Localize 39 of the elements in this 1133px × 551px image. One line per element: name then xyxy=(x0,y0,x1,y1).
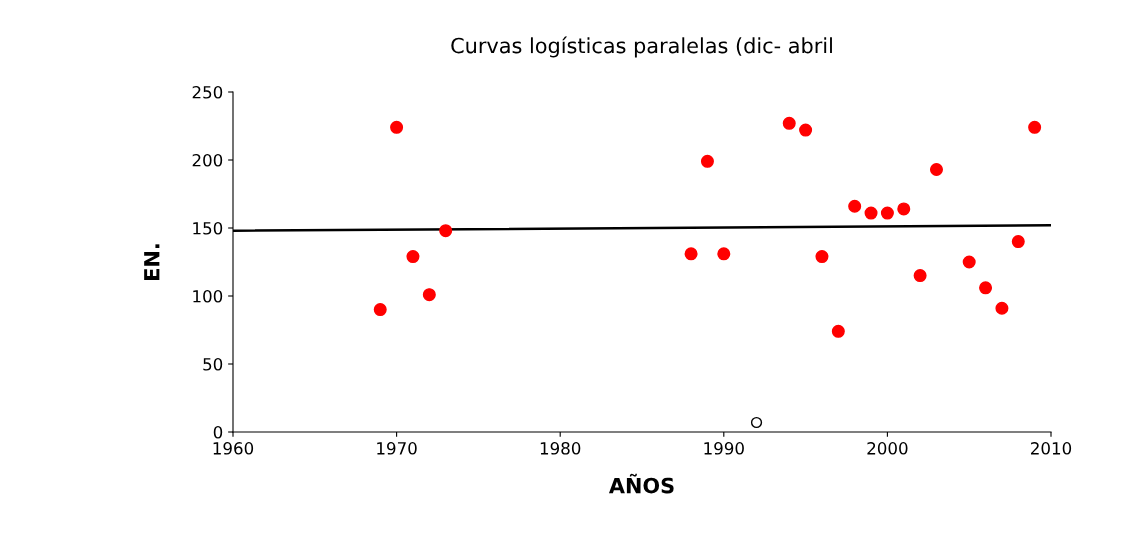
point xyxy=(864,206,878,220)
point xyxy=(995,301,1009,315)
point xyxy=(979,281,993,295)
point xyxy=(848,199,862,213)
y-tick-label: 50 xyxy=(203,357,223,371)
point xyxy=(700,154,714,168)
point xyxy=(913,269,927,283)
y-tick-label: 250 xyxy=(192,85,223,99)
point xyxy=(962,255,976,269)
point xyxy=(880,206,894,220)
point xyxy=(750,416,763,429)
y-tick-label: 200 xyxy=(192,153,223,167)
point xyxy=(373,303,387,317)
point xyxy=(815,250,829,264)
point xyxy=(684,247,698,261)
point xyxy=(390,120,404,134)
chart-title: Curvas logísticas paralelas (dic- abril xyxy=(451,36,832,58)
point xyxy=(422,288,436,302)
point xyxy=(799,123,813,137)
point xyxy=(406,250,420,264)
y-tick-label: 100 xyxy=(193,289,223,303)
y-tick-label: 150 xyxy=(193,221,223,235)
point xyxy=(717,247,731,261)
point xyxy=(897,202,911,216)
x-tick-label: 1980 xyxy=(540,442,581,455)
point xyxy=(1011,235,1025,249)
point xyxy=(929,163,943,177)
point xyxy=(782,116,796,130)
x-tick-label: 1990 xyxy=(704,442,744,455)
point xyxy=(831,324,845,338)
y-tick-label: 0 xyxy=(213,425,223,439)
x-tick-label: 2000 xyxy=(867,442,908,455)
x-tick-label: 1970 xyxy=(377,442,417,455)
x-tick-label: 2010 xyxy=(1031,442,1072,455)
x-axis-title: AÑOS xyxy=(608,473,674,494)
x-tick-label: 1960 xyxy=(213,442,254,455)
y-axis-title: EN. xyxy=(144,244,160,280)
point xyxy=(1028,120,1042,134)
point xyxy=(439,224,453,238)
